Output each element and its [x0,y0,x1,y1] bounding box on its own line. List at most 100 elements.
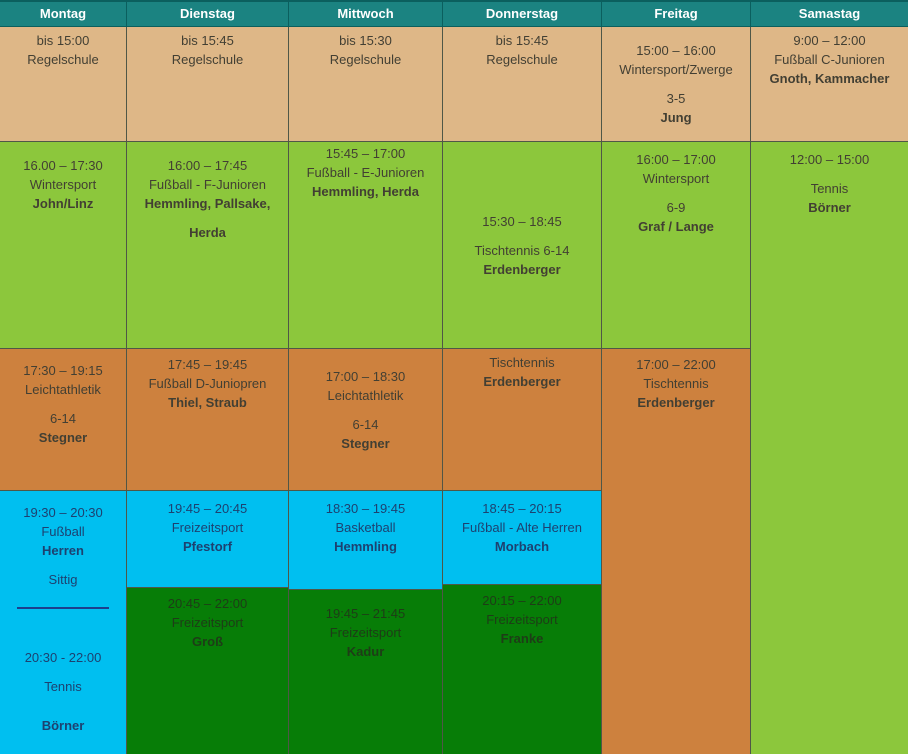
session-text-line: Fußball - Alte Herren [462,519,582,535]
session-person-name: Kadur [346,644,385,660]
spacer [0,618,126,628]
schedule-cell: 19:45 – 21:45 Freizeitsport Kadur [289,590,443,754]
session-text-line: 18:45 – 20:15 [482,500,562,516]
session-text-line: 6-14 [352,417,379,433]
session-text-line: Regelschule [329,51,402,67]
session-text-line: Tennis [810,180,849,196]
session-text-line: Tischtennis [643,376,709,392]
session-person-name: Groß [191,634,224,650]
divider-bar [17,607,109,610]
schedule-cell: 19:45 – 20:45 Freizeitsport Pfestorf [127,490,289,589]
session-person-name: Erdenberger [483,374,561,390]
spacer [0,628,126,638]
session-text-line: Fußball - E-Junioren [306,164,425,180]
session-person-name: Franke [500,631,544,647]
session-text-line: Regelschule [171,51,244,67]
session-text-line: 16:00 – 17:00 [636,151,716,167]
session-text-line: 18:30 – 19:45 [325,500,406,516]
session-text-line: 19:45 – 21:45 [325,606,406,622]
session-text-line: bis 15:45 [181,32,234,48]
session-text-line: bis 15:30 [339,32,392,48]
spacer [0,399,126,409]
spacer [751,169,908,179]
day-column-donnerstag: Donnerstag bis 15:45 Regelschule 15:30 – 18… [443,2,602,754]
session-person-name: Thiel, Straub [168,395,247,411]
session-person-name: Graf / Lange [638,218,714,234]
session-person-name: Stegner [38,430,88,446]
day-column-samastag: Samastag 9:00 – 12:00 Fußball C-Junioren Gn… [751,2,908,754]
day-column-mittwoch: Mittwoch bis 15:30 Regelschule 15:45 – 17:0… [289,2,443,754]
day-header-dienstag: Dienstag [127,2,289,27]
session-text-line: Regelschule [486,51,558,67]
session-text-line: Freizeitsport [486,612,558,628]
spacer [0,560,126,570]
schedule-cell: 17:45 – 19:45 Fußball D-Juniopren Thiel, S… [127,349,289,491]
schedule-cell: bis 15:00 Regelschule [0,26,127,142]
session-text-line: 12:00 – 15:00 [789,151,870,167]
session-text-line: 9:00 – 12:00 [793,32,866,48]
spacer [0,706,126,716]
session-text-line: 6-14 [49,411,77,427]
spacer [289,405,442,415]
schedule-cell: 17:00 – 18:30 Leichtathletik 6-14 Stegner [289,349,443,491]
schedule-cell: bis 15:45 Regelschule [127,26,289,142]
session-text-line: Tennis [44,678,82,694]
session-text-line: Basketball [335,519,396,535]
session-person-name: Morbach [494,538,550,554]
spacer [0,638,126,648]
session-text-line: 16:00 – 17:45 [167,157,248,173]
session-text-line: 6-9 [666,199,686,215]
session-text-line: Fußball [41,523,85,539]
session-text-line: 19:30 – 20:30 [23,504,103,520]
session-text-line: bis 15:45 [495,32,549,48]
session-divider-line [0,599,126,618]
spacer [0,696,126,706]
schedule-cell: 15:45 – 17:00 Fußball - E-Junioren Hemmlin… [289,141,443,350]
session-person-name: Herda [189,224,226,240]
session-text-line: Fußball C-Junioren [774,51,885,67]
day-column-freitag: Freitag 15:00 – 16:00 Wintersport/Zwerge 3-… [602,2,751,754]
schedule-cell: 19:30 – 20:30 Fußball Herren Sittig 20:30 - … [0,490,127,754]
day-header-donnerstag: Donnerstag [443,2,602,27]
spacer [0,589,126,599]
session-text-line: Leichtathletik [327,388,404,404]
session-person-name: Börner [808,199,851,215]
session-text-line: 17:45 – 19:45 [167,357,248,373]
schedule-cell: 12:00 – 15:00 Tennis Börner [751,141,908,754]
session-person-name: Gnoth, Kammacher [769,70,890,86]
spacer [602,79,750,89]
schedule-cell: 17:00 – 22:00 Tischtennis Erdenberger [602,349,751,754]
session-text-line: 20:30 - 22:00 [24,649,102,665]
session-person-name: Jung [660,109,692,125]
session-text-line: 16.00 – 17:30 [23,157,103,173]
session-text-line: 15:30 – 18:45 [482,213,562,229]
spacer [443,231,601,241]
session-text-line: Tischtennis [489,355,555,371]
schedule-cell: bis 15:45 Regelschule [443,26,602,142]
schedule-cell: 9:00 – 12:00 Fußball C-Junioren Gnoth, Kam… [751,26,908,142]
session-text-line: Sittig [48,571,78,587]
spacer [602,31,750,41]
spacer [602,188,750,198]
session-text-line: Fußball D-Juniopren [148,376,267,392]
session-text-line: Freizeitsport [171,519,244,535]
session-person-name: Erdenberger [483,261,561,277]
session-person-name: Hemmling, Pallsake, [144,195,271,211]
schedule-cell: bis 15:30 Regelschule [289,26,443,142]
schedule-cell: 15:00 – 16:00 Wintersport/Zwerge 3-5 Jung [602,26,751,142]
schedule-cell: 15:30 – 18:45 Tischtennis 6-14 Erdenberger [443,141,602,350]
session-person-name: Hemmling [334,538,397,554]
day-header-samastag: Samastag [751,2,908,27]
session-text-line: 15:45 – 17:00 [325,145,406,161]
schedule-cell: 18:30 – 19:45 Basketball Hemmling [289,490,443,591]
schedule-cell: 16:00 – 17:45 Fußball - F-Junioren Hemmlin… [127,141,289,350]
schedule-cell: 18:45 – 20:15 Fußball - Alte Herren Morbac… [443,490,602,586]
schedule-cell: 16.00 – 17:30 Wintersport John/Linz [0,141,127,350]
session-person-name: Herren [42,542,84,558]
day-header-freitag: Freitag [602,2,751,27]
session-text-line: Freizeitsport [171,615,244,631]
schedule-cell: 16:00 – 17:00 Wintersport 6-9 Graf / Lange [602,141,751,350]
session-person-name: Pfestorf [182,538,233,554]
session-person-name: Hemmling, Herda [312,183,419,199]
